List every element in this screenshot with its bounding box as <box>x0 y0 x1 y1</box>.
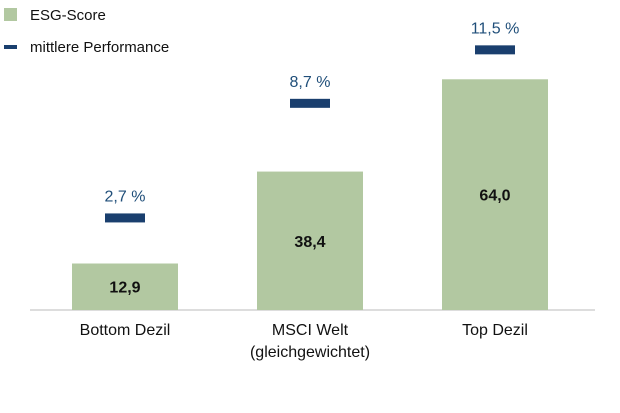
x-tick-label: MSCI Welt <box>272 322 349 339</box>
bar-esg-score <box>442 79 548 310</box>
legend-label-mittlere-performance: mittlere Performance <box>30 39 169 56</box>
x-tick-label: Bottom Dezil <box>80 322 171 339</box>
bar-value-label: 38,4 <box>294 234 325 251</box>
bar-esg-score <box>72 263 178 310</box>
legend: ESG-Score mittlere Performance <box>4 7 169 56</box>
performance-marker <box>475 45 515 55</box>
performance-value-label: 8,7 % <box>290 74 331 91</box>
x-tick-label: (gleichgewichtet) <box>250 344 370 361</box>
bar-value-label: 12,9 <box>109 280 140 297</box>
bars: 12,9 38,4 64,0 <box>72 79 548 310</box>
bar-value-label: 64,0 <box>479 188 510 205</box>
performance-value-label: 2,7 % <box>105 188 146 205</box>
bar-esg-score <box>257 171 363 310</box>
x-tick-labels: Bottom Dezil MSCI Welt (gleichgewichtet) To… <box>80 322 528 361</box>
performance-marker <box>290 98 330 108</box>
legend-swatch-mittlere-performance <box>4 45 17 49</box>
legend-swatch-esg-score <box>4 8 17 21</box>
performance-marker <box>105 213 145 223</box>
legend-label-esg-score: ESG-Score <box>30 7 106 24</box>
x-tick-label: Top Dezil <box>462 322 528 339</box>
performance-value-label: 11,5 % <box>471 20 520 37</box>
performance-markers: 2,7 % 8,7 % 11,5 % <box>105 20 520 223</box>
